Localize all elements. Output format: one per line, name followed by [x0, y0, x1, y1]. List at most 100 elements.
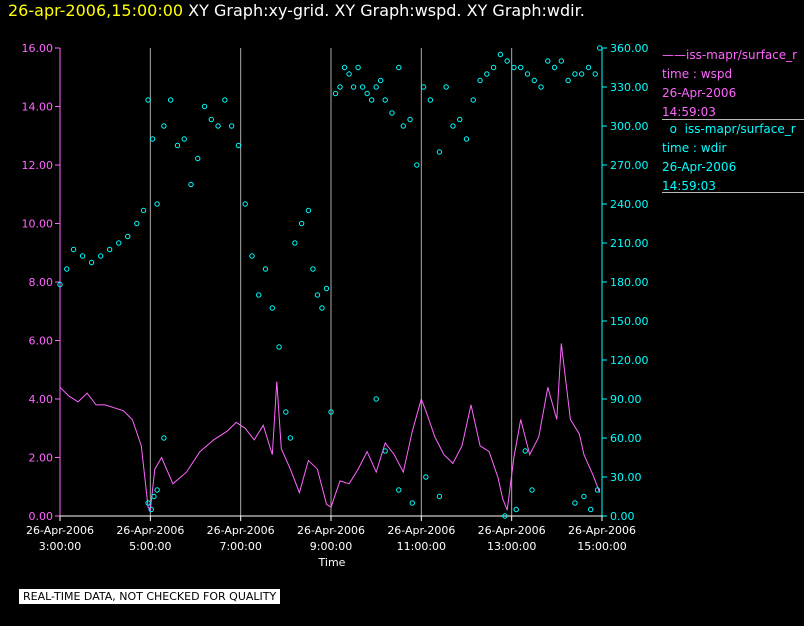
left-tick-label: 0.00: [29, 510, 54, 523]
wdir-point: [407, 116, 413, 123]
wdir-low-point: [161, 435, 167, 441]
wdir-point: [235, 142, 242, 149]
wdir-low-point: [522, 448, 528, 454]
wdir-point: [337, 84, 343, 90]
wdir-point: [154, 201, 160, 207]
legend-wdir: o iss-mapr/surface_r time : wdir 26-Apr-…: [662, 120, 804, 196]
wdir-point: [134, 220, 140, 227]
right-tick-label: 120.00: [610, 354, 649, 367]
wdir-point: [531, 77, 537, 84]
right-tick-label: 30.00: [610, 471, 642, 484]
wdir-point: [174, 142, 181, 149]
legend-wspd-field: time : wspd: [662, 67, 733, 81]
x-tick-time: 7:00:00: [219, 540, 261, 553]
xy-plot: 0.00 2.00 4.00 6.00 8.00 10.00 12.00 14.00 16.00…: [22, 42, 649, 569]
wdir-point: [346, 71, 352, 77]
wdir-low-point: [423, 474, 429, 480]
wdir-point: [140, 207, 147, 214]
left-tick-label: 6.00: [29, 335, 54, 348]
legend-wdir-field: time : wdir: [662, 141, 727, 155]
wdir-point: [215, 123, 221, 129]
legend-wspd-name: ——iss-mapr/surface_r: [662, 48, 798, 62]
wdir-point: [443, 84, 449, 90]
wdir-low-point: [151, 493, 157, 500]
wdir-point: [106, 246, 113, 253]
wdir-point: [283, 409, 289, 415]
legend-wdir-name: o iss-mapr/surface_r: [662, 122, 796, 136]
wdir-low-point: [409, 500, 415, 506]
left-tick-label: 4.00: [29, 393, 54, 406]
wdir-low-point: [373, 396, 379, 402]
wdir-point: [195, 155, 201, 162]
wdir-point: [116, 240, 122, 246]
wdir-point: [524, 71, 531, 77]
wdir-point: [558, 58, 565, 64]
right-tick-label: 150.00: [610, 315, 649, 328]
wdir-point: [188, 181, 194, 188]
wdir-low-point: [382, 448, 388, 454]
wdir-point: [359, 84, 366, 90]
legend-wspd: ——iss-mapr/surface_r time : wspd 26-Apr-…: [662, 46, 804, 122]
wdir-point: [323, 285, 330, 292]
wdir-point: [436, 149, 443, 155]
wdir-point: [477, 77, 483, 84]
wdir-low-point: [581, 493, 587, 500]
chart-title: 26-apr-2006,15:00:00 XY Graph:xy-grid. X…: [8, 1, 585, 20]
wdir-point: [497, 51, 504, 58]
wdir-point: [377, 77, 384, 84]
wdir-point: [161, 123, 167, 129]
right-tick-label: 90.00: [610, 393, 642, 406]
wdir-point: [427, 97, 434, 103]
wdir-point: [208, 116, 215, 123]
wdir-point: [249, 253, 255, 259]
wdir-point: [551, 64, 558, 71]
wdir-point: [145, 97, 151, 103]
wdir-point: [305, 207, 312, 214]
legend-divider: [662, 119, 804, 120]
wdir-point: [292, 240, 298, 246]
wdir-point: [287, 435, 294, 441]
wdir-point: [389, 110, 395, 116]
wdir-point: [382, 97, 388, 103]
right-tick-label: 300.00: [610, 120, 649, 133]
x-tick-date: 26-Apr-2006: [478, 524, 546, 537]
x-tick-date: 26-Apr-2006: [568, 524, 636, 537]
x-tick-date: 26-Apr-2006: [297, 524, 365, 537]
wdir-point: [592, 71, 598, 77]
wdir-low-point: [572, 500, 578, 506]
wspd-line: [59, 343, 601, 512]
wdir-point: [414, 162, 420, 168]
wdir-point: [228, 123, 235, 129]
wdir-point: [400, 123, 406, 129]
right-tick-label: 270.00: [610, 159, 649, 172]
wdir-point: [450, 123, 456, 129]
x-tick-time: 3:00:00: [39, 540, 81, 553]
wdir-low-point: [145, 500, 151, 506]
legend-wspd-time: 14:59:03: [662, 105, 716, 119]
wdir-point: [298, 220, 305, 227]
wdir-point: [490, 64, 497, 71]
right-tick-label: 180.00: [610, 276, 649, 289]
left-tick-label: 14.00: [22, 101, 54, 114]
legend-wdir-date: 26-Apr-2006: [662, 160, 737, 174]
wdir-low-point: [529, 487, 535, 493]
x-tick-date: 26-Apr-2006: [26, 524, 94, 537]
wdir-point: [355, 64, 361, 71]
wdir-point: [572, 71, 578, 77]
wdir-low-point: [396, 487, 402, 493]
wdir-point: [341, 64, 348, 71]
legend-line-icon: ——: [662, 48, 686, 62]
wdir-point: [597, 45, 603, 51]
x-tick-time: 9:00:00: [310, 540, 352, 553]
wdir-point: [256, 292, 262, 298]
wdir-point: [328, 409, 334, 415]
wdir-low-point: [588, 506, 594, 513]
x-tick-time: 13:00:00: [487, 540, 536, 553]
x-axis-label: Time: [318, 556, 346, 569]
wdir-low-point: [502, 513, 508, 519]
right-tick-label: 60.00: [610, 432, 642, 445]
legend-circle-icon: o: [662, 122, 685, 136]
wdir-point: [262, 266, 269, 272]
wdir-point: [538, 84, 544, 90]
wdir-point: [364, 90, 370, 97]
